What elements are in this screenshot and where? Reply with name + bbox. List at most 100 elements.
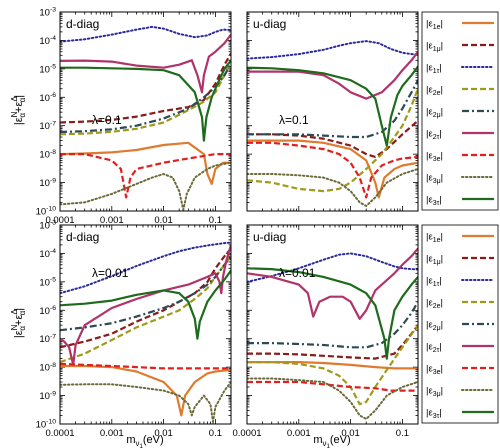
y-tick-label: 10-4​ [39, 35, 56, 47]
series-group [60, 241, 231, 423]
series-line-1μ [247, 119, 418, 158]
legend-label: |ε3τ| [426, 195, 442, 208]
plot-frame [59, 11, 232, 212]
x-tick-label: 0.001 [287, 428, 311, 439]
legends: |ε1e| |ε1μ| |ε1τ| |ε2e| |ε2μ| |ε2τ| |ε3e| |ε3μ|… [421, 11, 499, 424]
panel-title: u-diag [253, 230, 286, 244]
legend-entry-2τ: |ε2τ| [426, 129, 494, 141]
y-tick-label: 10-6​ [39, 305, 56, 317]
y-tick-label: 10-5​ [39, 64, 56, 76]
plot-frame [59, 224, 232, 425]
series-line-1μ [247, 324, 418, 360]
legend-entry-2τ: |ε2τ| [426, 342, 494, 355]
legend-label: |ε1τ| [426, 63, 442, 76]
series-line-3τ [60, 59, 231, 142]
x-tick-label: 0.1 [396, 428, 409, 439]
series-line-3τ [247, 65, 418, 147]
y-axis-label-top: |εNα+εΔα| [10, 95, 27, 125]
legend-label: |ε2τ| [426, 342, 442, 355]
y-tick-label: 10-6​ [39, 92, 56, 104]
legend-entry-1τ: |ε1τ| [426, 63, 495, 76]
series-line-2τ [60, 33, 231, 94]
series-line-2e [60, 59, 231, 136]
y-tick-label: 10-5​ [39, 277, 56, 289]
series-line-2e [247, 88, 418, 193]
panel-title: u-diag [253, 17, 286, 31]
series-line-1τ [60, 241, 231, 295]
x-tick-label: 0.0001 [45, 215, 74, 226]
series-group [60, 25, 231, 211]
panel-top-right: u-diag λ=0.1 [246, 11, 419, 212]
series-line-1e [60, 364, 231, 417]
series-line-3e [60, 153, 231, 199]
legend-entry-3τ: |ε3τ| [426, 408, 494, 421]
legend-label: |ε1μ| [426, 41, 443, 54]
y-axis-label-bottom: |εNα+εΔα| [10, 308, 27, 338]
y-tick-label: 10-10​ [36, 206, 57, 218]
plot-frame [246, 11, 419, 212]
y-tick-label: 10-7​ [39, 120, 56, 132]
series-line-1e [60, 141, 231, 185]
legend-label: |ε3τ| [426, 408, 442, 421]
series-line-2e [60, 255, 231, 364]
x-axis-label-left: mν1(eV) [126, 434, 163, 448]
series-line-3τ [60, 269, 231, 340]
legend-entry-1μ: |ε1μ| [426, 254, 494, 267]
legend-box: |ε1e| |ε1μ| |ε1τ| |ε2e| |ε2μ| |ε2τ| |ε3e| |ε3μ|… [421, 224, 499, 424]
series-line-3μ [247, 377, 418, 420]
series-line-2τ [247, 247, 418, 320]
y-tick-label: 10-9​ [39, 177, 56, 189]
legend-label: |ε1e| [426, 19, 443, 32]
y-tick-label: 10-8​ [39, 149, 56, 161]
panel-title: d-diag [66, 17, 99, 31]
series-line-3τ [247, 267, 418, 360]
legend-label: |ε1μ| [426, 254, 443, 267]
panel-top-left: 10-10​ 10-9​ 10-8​ 10-7​ 10-6​ 10-5​ 10-4​ 10-3… [36, 7, 232, 226]
x-tick-label: 0.001 [100, 428, 124, 439]
series-line-3μ [60, 161, 231, 211]
legend-label: |ε3μ| [426, 386, 443, 399]
legend-entry-2e: |ε2e| [426, 85, 494, 97]
x-tick-label: 0.1 [209, 428, 222, 439]
panel-title: d-diag [66, 230, 99, 244]
legend-entry-3μ: |ε3μ| [426, 386, 495, 399]
legend-label: |ε1τ| [426, 276, 442, 289]
legend-entry-1e: |ε1e| [426, 19, 494, 32]
x-tick-label: 0.01 [154, 428, 173, 439]
legend-label: |ε2e| [426, 298, 443, 311]
series-line-2μ [60, 255, 231, 332]
panels: 10-10​ 10-9​ 10-8​ 10-7​ 10-6​ 10-5​ 10-4​ 10-3… [36, 7, 419, 439]
legend-entry-1e: |ε1e| [426, 232, 494, 245]
panel-bottom-right: 0.0001 0.001 0.01 0.1 u-diag λ=0.01 [232, 224, 419, 439]
x-tick-label: 0.001 [100, 215, 124, 226]
series-line-3μ [247, 168, 418, 207]
legend-label: |ε3e| [426, 364, 443, 377]
legend-label: |ε2μ| [426, 107, 443, 120]
series-line-2μ [247, 301, 418, 349]
plot-frame [246, 224, 419, 425]
series-line-2τ [247, 51, 418, 100]
series-line-2e [247, 324, 418, 406]
x-tick-label: 0.01 [341, 428, 360, 439]
series-group [247, 247, 418, 420]
panel-bottom-left: 10-10​ 10-9​ 10-8​ 10-7​ 10-6​ 10-5​ 10-4​ 10-3… [36, 220, 232, 439]
series-line-1μ [60, 247, 231, 349]
legend-label: |ε1e| [426, 232, 443, 245]
y-tick-label: 10-7​ [39, 333, 56, 345]
legend-entry-2e: |ε2e| [426, 298, 494, 311]
x-tick-label: 0.01 [154, 215, 173, 226]
y-tick-label: 10-9​ [39, 390, 56, 402]
legend-entry-1τ: |ε1τ| [426, 276, 495, 289]
series-line-1e [247, 139, 418, 199]
y-tick-label: 10-4​ [39, 248, 56, 260]
lambda-annotation: λ=0.1 [92, 113, 122, 127]
series-line-1e [247, 361, 418, 370]
lambda-annotation: λ=0.01 [92, 266, 129, 280]
x-tick-label: 0.0001 [232, 428, 261, 439]
series-line-3e [247, 380, 418, 392]
legend-entry-3τ: |ε3τ| [426, 195, 494, 208]
series-group [247, 40, 418, 207]
y-tick-label: 10-3​ [39, 220, 56, 232]
series-line-3e [60, 362, 231, 370]
